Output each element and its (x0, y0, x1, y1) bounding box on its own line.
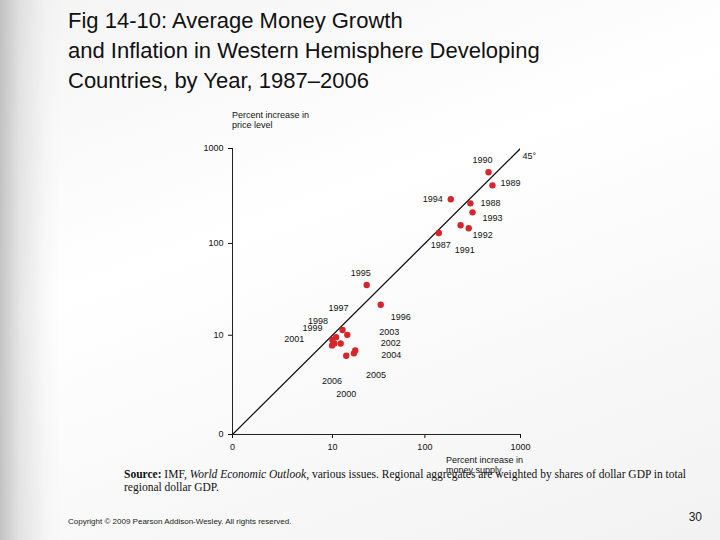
svg-text:1989: 1989 (500, 178, 520, 188)
svg-text:1991: 1991 (455, 245, 475, 255)
svg-text:1990: 1990 (473, 155, 493, 165)
svg-text:10: 10 (213, 330, 223, 340)
svg-text:1000: 1000 (510, 442, 530, 452)
svg-text:1993: 1993 (483, 213, 503, 223)
svg-text:1999: 1999 (302, 323, 322, 333)
svg-text:2005: 2005 (366, 370, 386, 380)
svg-text:1000: 1000 (203, 143, 223, 153)
svg-text:2003: 2003 (379, 327, 399, 337)
svg-text:0: 0 (230, 442, 235, 452)
svg-text:1988: 1988 (480, 198, 500, 208)
svg-text:100: 100 (208, 238, 223, 248)
svg-text:2006: 2006 (322, 376, 342, 386)
svg-text:1998: 1998 (308, 316, 329, 326)
svg-text:1992: 1992 (473, 230, 493, 240)
svg-text:2000: 2000 (336, 389, 356, 399)
html-text:Percent increase in price leve: Percent increase in price level (232, 110, 309, 130)
svg-text:0: 0 (218, 429, 223, 439)
html-text:Fig 14-10: Average Money Growt: Fig 14-10: Average Money Growth and Infl… (68, 8, 540, 93)
svg-text:2001: 2001 (284, 334, 304, 344)
html-text:30: 30 (688, 510, 702, 524)
html-text:Copyright © 2009 Pearson Addis: Copyright © 2009 Pearson Addison-Wesley.… (68, 517, 292, 526)
svg-text:1994: 1994 (423, 194, 443, 204)
html-text:Percent increase in money supp: Percent increase in money supply (446, 455, 523, 475)
html-text:Source: IMF, World Economic Ou: Source: IMF, World Economic Outlook, var… (124, 468, 687, 493)
svg-text:100: 100 (417, 442, 432, 452)
svg-text:1997: 1997 (328, 303, 348, 313)
svg-text:2004: 2004 (381, 350, 401, 360)
svg-text:2002: 2002 (381, 338, 401, 348)
svg-text:1995: 1995 (351, 268, 371, 278)
svg-text:10: 10 (327, 442, 337, 452)
svg-text:45°: 45° (523, 151, 537, 161)
svg-text:1996: 1996 (391, 312, 411, 322)
svg-text:1987: 1987 (431, 240, 451, 250)
